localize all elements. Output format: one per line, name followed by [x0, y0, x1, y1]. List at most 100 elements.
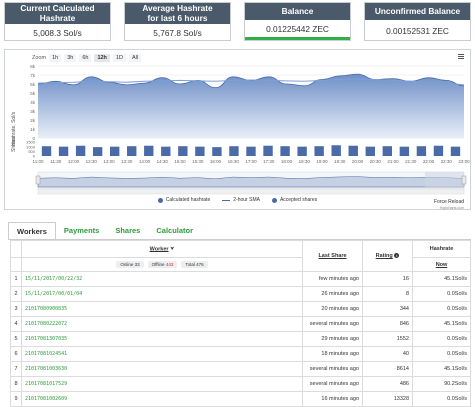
- share-bar: [348, 145, 358, 156]
- worker-name-link[interactable]: 15/11/2017/00/22/32: [21, 271, 303, 287]
- table-row: 8 21017081017529 several minutes ago 486 90.…: [10, 376, 471, 392]
- info-icon[interactable]: i: [394, 253, 400, 259]
- navigator-scrollbar[interactable]: [37, 188, 465, 195]
- table-row: 6 21017081024541 18 minutes ago 40 0.0Sol/s: [10, 346, 471, 362]
- worker-name-link[interactable]: 21017080900835: [21, 301, 303, 317]
- hashrate-now-cell: 0.0Sol/s: [412, 391, 471, 407]
- navigator-right-handle[interactable]: [461, 175, 467, 185]
- hashrate-tick-label: 6k: [30, 82, 36, 87]
- table-row: 9 21017081002609 16 minutes ago 13328 0.0Sol…: [10, 391, 471, 407]
- rating-cell: 13328: [362, 391, 413, 407]
- rating-cell: 8: [362, 286, 413, 302]
- share-bar: [263, 145, 273, 156]
- last-share-cell: 20 minutes ago: [302, 301, 363, 317]
- chevron-down-icon[interactable]: ⮟: [170, 245, 175, 252]
- worker-header[interactable]: Worker ⮟: [21, 240, 303, 258]
- x-tick-label: 15:00: [174, 159, 186, 164]
- hashrate-tick-label: 0: [32, 136, 35, 141]
- tab-payments[interactable]: Payments: [63, 226, 100, 235]
- row-index: 1: [10, 271, 22, 287]
- shares-tick-label: 500: [28, 149, 35, 154]
- share-bar: [195, 146, 205, 156]
- navigator-selection[interactable]: [425, 172, 464, 188]
- now-header[interactable]: Now: [412, 257, 471, 272]
- rating-cell: 344: [362, 301, 413, 317]
- stat-cards: Current Calculated Hashrate 5,008.3 Sol/…: [4, 2, 471, 42]
- x-tick-label: 22:00: [423, 159, 435, 164]
- zoom-all-button[interactable]: All: [128, 54, 142, 62]
- row-index: 7: [10, 361, 22, 377]
- total-filter-badge[interactable]: Total 476: [181, 261, 208, 268]
- share-bar: [144, 145, 154, 156]
- chart-credits[interactable]: Highcharts.com: [439, 206, 464, 210]
- worker-name-link[interactable]: 21017081017529: [21, 376, 303, 392]
- rating-cell: 846: [362, 316, 413, 332]
- worker-name-link[interactable]: 21017081024541: [21, 346, 303, 362]
- x-tick-label: 18:30: [299, 159, 311, 164]
- zoom-12h-button[interactable]: 12h: [94, 54, 110, 62]
- zoom-1h-button[interactable]: 1h: [49, 54, 62, 62]
- worker-name-link[interactable]: 21017081002609: [21, 391, 303, 407]
- share-bar: [365, 146, 375, 156]
- last-share-cell: 18 minutes ago: [302, 346, 363, 362]
- tab-workers[interactable]: Workers: [8, 222, 56, 240]
- card-title: Average Hashrate for last 6 hours: [125, 3, 230, 24]
- x-tick-label: 11:00: [33, 159, 44, 164]
- x-tick-label: 20:30: [370, 159, 382, 164]
- zoom-3h-button[interactable]: 3h: [64, 54, 77, 62]
- tab-calculator[interactable]: Calculator: [156, 226, 194, 235]
- x-tick-label: 22:30: [441, 159, 453, 164]
- zoom-1d-button[interactable]: 1D: [112, 54, 126, 62]
- share-bar: [331, 145, 341, 156]
- row-index: 8: [10, 376, 22, 392]
- chart-svg: Hashrate, Sol/s Shares 8k 7k 6k 5k 4k 3k 2k 1k 0…: [11, 64, 470, 195]
- x-tick-label: 17:30: [263, 159, 275, 164]
- table-row: 1 15/11/2017/00/22/32 few minutes ago 16 45.…: [10, 271, 471, 287]
- worker-header-label[interactable]: Worker: [149, 246, 169, 253]
- worker-name-link[interactable]: 15/11/2017/00/01/04: [21, 286, 303, 302]
- share-bar: [314, 146, 324, 156]
- rating-cell: 16: [362, 271, 413, 287]
- chart-menu-icon[interactable]: [458, 54, 464, 59]
- hashrate-now-cell: 0.0Sol/s: [412, 286, 471, 302]
- zoom-6h-button[interactable]: 6h: [79, 54, 92, 62]
- legend-item-hashrate[interactable]: Calculated hashrate: [157, 197, 210, 203]
- share-bar: [92, 147, 103, 156]
- hashrate-tick-label: 8k: [30, 64, 36, 69]
- rating-cell: 40: [362, 346, 413, 362]
- offline-count: 443: [165, 262, 174, 267]
- workers-table: Worker ⮟ Last Share Rating i Hashrate On…: [10, 240, 471, 407]
- rating-header[interactable]: Rating i: [362, 240, 413, 272]
- last-share-header[interactable]: Last Share: [302, 240, 363, 272]
- offline-filter-badge[interactable]: Offline 443: [147, 261, 178, 268]
- hashrate-now-cell: 45.1Sol/s: [412, 271, 471, 287]
- idx-header: [10, 240, 22, 258]
- worker-name-link[interactable]: 21017081003630: [21, 361, 303, 377]
- legend-item-sma[interactable]: 2-hour SMA: [222, 197, 260, 203]
- hashrate-now-cell: 0.0Sol/s: [412, 301, 471, 317]
- hashrate-now-cell: 45.1Sol/s: [412, 361, 471, 377]
- navigator-area: [37, 176, 465, 188]
- card-title: Current Calculated Hashrate: [5, 3, 110, 24]
- navigator-left-handle[interactable]: [35, 175, 41, 185]
- x-tick-label: 19:30: [334, 159, 346, 164]
- legend-item-shares[interactable]: Accepted shares: [271, 197, 317, 203]
- x-tick-label: 11:30: [50, 159, 61, 164]
- zoom-label: Zoom: [32, 55, 47, 61]
- last-share-cell: 16 minutes ago: [302, 391, 363, 407]
- worker-name-link[interactable]: 21017080222072: [21, 316, 303, 332]
- hashrate-now-cell: 0.0Sol/s: [412, 346, 471, 362]
- hashrate-tick-label: 5k: [30, 91, 36, 96]
- worker-name-link[interactable]: 21017081307035: [21, 331, 303, 347]
- hashrate-now-cell: 0.0Sol/s: [412, 331, 471, 347]
- card-value: 5,008.3 Sol/s: [33, 27, 82, 38]
- share-bar: [450, 146, 461, 156]
- section-tabs: Workers Payments Shares Calculator: [8, 222, 201, 240]
- x-tick-label: 14:30: [157, 159, 169, 164]
- tab-shares[interactable]: Shares: [115, 226, 141, 235]
- table-row: 7 21017081003630 several minutes ago 8614 45…: [10, 361, 471, 377]
- online-filter-badge[interactable]: Online 33: [116, 261, 144, 268]
- share-bar: [297, 146, 307, 156]
- force-reload-link[interactable]: Force Reload: [433, 199, 464, 205]
- share-bar: [399, 146, 410, 156]
